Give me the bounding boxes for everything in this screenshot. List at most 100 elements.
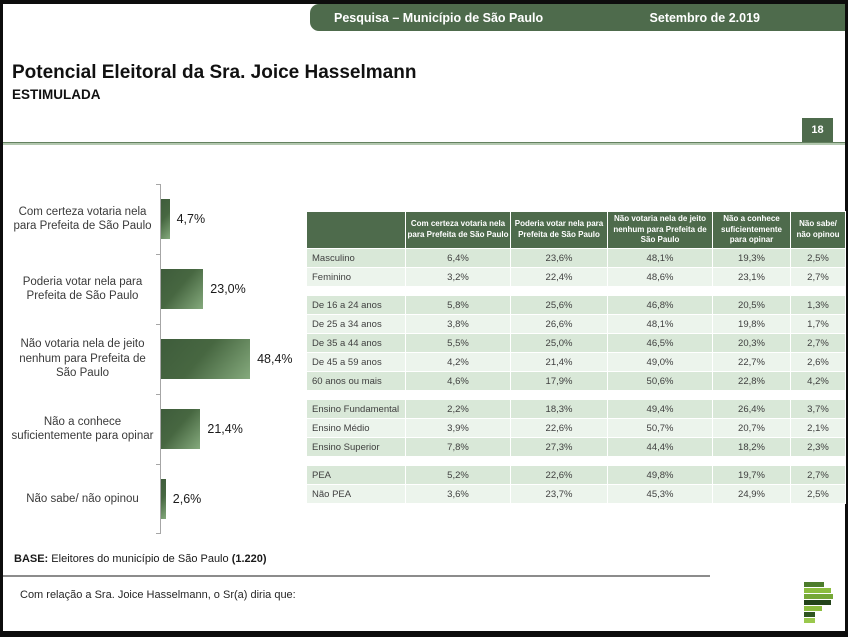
group-spacer bbox=[306, 456, 846, 466]
cell: 27,3% bbox=[510, 437, 608, 457]
cell: 44,4% bbox=[607, 437, 713, 457]
table-header-row: Com certeza votaria nela para Prefeita d… bbox=[306, 211, 846, 249]
cell: 2,5% bbox=[790, 484, 846, 504]
chart-row: Não sabe/ não opinou 2,6% bbox=[10, 464, 302, 534]
header-cell-blank bbox=[306, 211, 406, 249]
cell: 1,7% bbox=[790, 314, 846, 334]
cell: 23,6% bbox=[510, 248, 608, 268]
cell: 2,7% bbox=[790, 333, 846, 353]
cell: 50,6% bbox=[607, 371, 713, 391]
base-text: Eleitores do município de São Paulo bbox=[48, 553, 232, 565]
cell: 3,7% bbox=[790, 399, 846, 419]
category-label: Poderia votar nela para Prefeita de São … bbox=[22, 275, 143, 302]
banner-title: Pesquisa – Município de São Paulo bbox=[334, 10, 544, 25]
crosstab-table: Com certeza votaria nela para Prefeita d… bbox=[306, 211, 846, 504]
page-title: Potencial Eleitoral da Sra. Joice Hassel… bbox=[12, 62, 417, 83]
cell: 3,9% bbox=[405, 418, 511, 438]
base-count: (1.220) bbox=[231, 553, 267, 565]
row-label: 60 anos ou mais bbox=[306, 371, 406, 391]
cell: 6,4% bbox=[405, 248, 511, 268]
logo-bar bbox=[804, 606, 822, 611]
cell: 22,6% bbox=[510, 418, 608, 438]
row-label: Ensino Fundamental bbox=[306, 399, 406, 419]
banner-date: Setembro de 2.019 bbox=[649, 10, 760, 25]
table-row: De 45 a 59 anos 4,2% 21,4% 49,0% 22,7% 2… bbox=[306, 352, 846, 372]
heading-block: Potencial Eleitoral da Sra. Joice Hassel… bbox=[12, 62, 416, 102]
header-cell: Com certeza votaria nela para Prefeita d… bbox=[405, 211, 511, 249]
cell: 49,8% bbox=[607, 465, 713, 485]
bar-value-label: 21,4% bbox=[207, 422, 243, 436]
cell: 22,6% bbox=[510, 465, 608, 485]
cell: 2,6% bbox=[790, 352, 846, 372]
cell: 2,1% bbox=[790, 418, 846, 438]
cell: 2,7% bbox=[790, 465, 846, 485]
table-row: PEA 5,2% 22,6% 49,8% 19,7% 2,7% bbox=[306, 465, 846, 485]
cell: 26,4% bbox=[712, 399, 791, 419]
cell: 22,7% bbox=[712, 352, 791, 372]
category-label: Não votaria nela de jeito nenhum para Pr… bbox=[19, 338, 146, 380]
header-cell: Não a conhece suficientemente para opina… bbox=[712, 211, 791, 249]
cell: 2,3% bbox=[790, 437, 846, 457]
table-row: Ensino Médio 3,9% 22,6% 50,7% 20,7% 2,1% bbox=[306, 418, 846, 438]
cell: 17,9% bbox=[510, 371, 608, 391]
cell: 18,3% bbox=[510, 399, 608, 419]
category-label: Com certeza votaria nela para Prefeita d… bbox=[13, 205, 152, 232]
cell: 20,3% bbox=[712, 333, 791, 353]
base-label: BASE: bbox=[14, 553, 49, 565]
logo-bar bbox=[804, 588, 831, 593]
logo-bar bbox=[804, 582, 824, 587]
cell: 3,6% bbox=[405, 484, 511, 504]
cell: 24,9% bbox=[712, 484, 791, 504]
cell: 3,2% bbox=[405, 267, 511, 287]
cell: 7,8% bbox=[405, 437, 511, 457]
cell: 2,5% bbox=[790, 248, 846, 268]
gray-divider-line bbox=[3, 575, 710, 577]
logo-bar bbox=[804, 600, 831, 605]
cell: 18,2% bbox=[712, 437, 791, 457]
bar bbox=[161, 269, 204, 309]
header-cell: Não votaria nela de jeito nenhum para Pr… bbox=[607, 211, 713, 249]
bar-value-label: 23,0% bbox=[210, 282, 246, 296]
cell: 4,6% bbox=[405, 371, 511, 391]
row-label: De 16 a 24 anos bbox=[306, 295, 406, 315]
row-label: De 45 a 59 anos bbox=[306, 352, 406, 372]
table-row: 60 anos ou mais 4,6% 17,9% 50,6% 22,8% 4… bbox=[306, 371, 846, 391]
group-spacer bbox=[306, 286, 846, 296]
cell: 4,2% bbox=[405, 352, 511, 372]
cell: 21,4% bbox=[510, 352, 608, 372]
cell: 46,5% bbox=[607, 333, 713, 353]
row-label: De 25 a 34 anos bbox=[306, 314, 406, 334]
logo-bar bbox=[804, 618, 815, 623]
row-label: Ensino Médio bbox=[306, 418, 406, 438]
bar bbox=[161, 199, 170, 239]
page-subtitle: ESTIMULADA bbox=[12, 87, 101, 102]
row-label: De 35 a 44 anos bbox=[306, 333, 406, 353]
logo-bar bbox=[804, 612, 815, 617]
cell: 26,6% bbox=[510, 314, 608, 334]
category-label: Não sabe/ não opinou bbox=[26, 492, 139, 505]
bar-track: 2,6% bbox=[160, 464, 302, 534]
group-spacer bbox=[306, 390, 846, 400]
bar-track: 48,4% bbox=[160, 324, 302, 394]
cell: 5,5% bbox=[405, 333, 511, 353]
bar-value-label: 4,7% bbox=[176, 212, 206, 226]
cell: 4,2% bbox=[790, 371, 846, 391]
cell: 23,7% bbox=[510, 484, 608, 504]
row-label: Não PEA bbox=[306, 484, 406, 504]
table-row: Ensino Superior 7,8% 27,3% 44,4% 18,2% 2… bbox=[306, 437, 846, 457]
row-label: Masculino bbox=[306, 248, 406, 268]
cell: 19,8% bbox=[712, 314, 791, 334]
chart-row: Com certeza votaria nela para Prefeita d… bbox=[10, 184, 302, 254]
cell: 48,6% bbox=[607, 267, 713, 287]
cell: 48,1% bbox=[607, 314, 713, 334]
cell: 48,1% bbox=[607, 248, 713, 268]
row-label: Ensino Superior bbox=[306, 437, 406, 457]
page: Pesquisa – Município de São Paulo Setemb… bbox=[3, 4, 846, 631]
table-row: Masculino 6,4% 23,6% 48,1% 19,3% 2,5% bbox=[306, 248, 846, 268]
cell: 1,3% bbox=[790, 295, 846, 315]
cell: 49,0% bbox=[607, 352, 713, 372]
header-cell: Poderia votar nela para Prefeita de São … bbox=[510, 211, 608, 249]
header-cell: Não sabe/ não opinou bbox=[790, 211, 846, 249]
table-row: De 35 a 44 anos 5,5% 25,0% 46,5% 20,3% 2… bbox=[306, 333, 846, 353]
page-number-badge: 18 bbox=[802, 118, 833, 142]
